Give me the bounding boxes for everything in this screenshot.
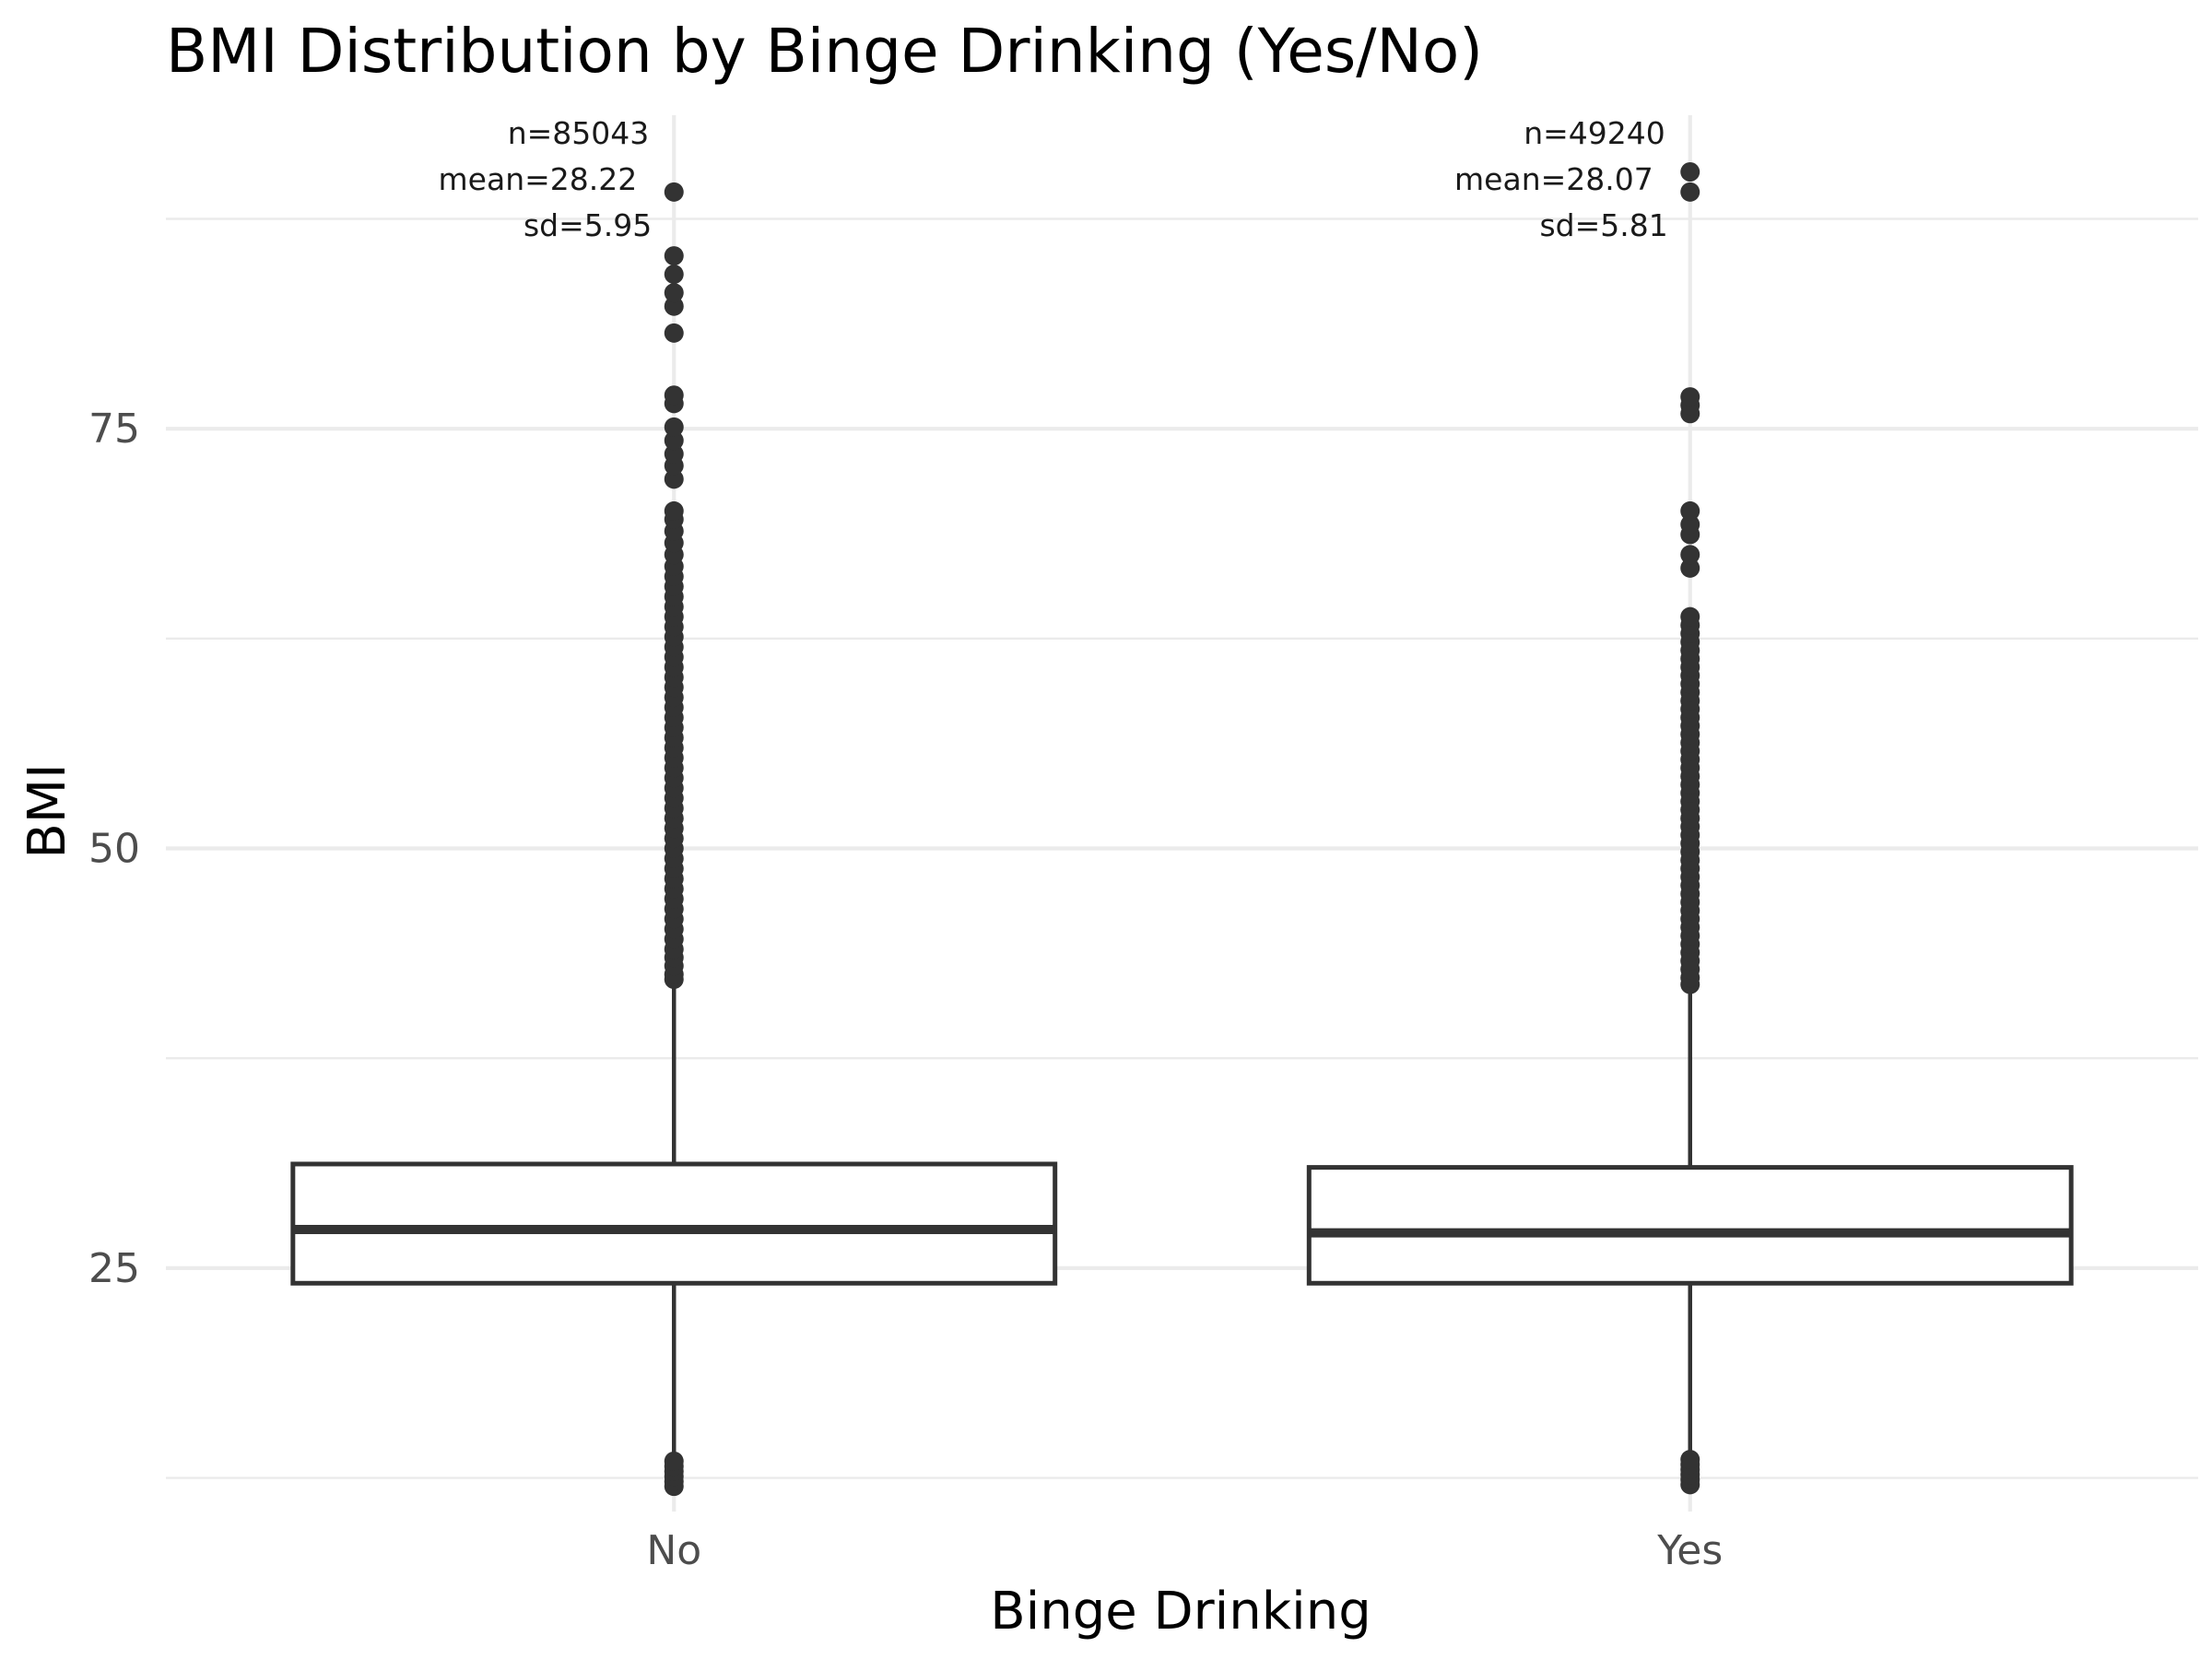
outlier-point — [1680, 182, 1700, 202]
outlier-point — [1680, 162, 1700, 182]
box-iqr — [290, 1161, 1058, 1286]
outlier-point — [664, 265, 684, 285]
y-tick-label: 50 — [88, 826, 140, 873]
outlier-point — [664, 444, 684, 464]
outlier-point — [1680, 1450, 1700, 1470]
outlier-point — [664, 469, 684, 489]
y-tick-label: 25 — [88, 1245, 140, 1292]
outlier-point — [664, 246, 684, 266]
outlier-point — [1680, 514, 1700, 535]
x-axis-title: Binge Drinking — [990, 1582, 1371, 1641]
box-group-yes — [1306, 162, 2074, 1495]
outlier-point — [664, 182, 684, 202]
chart-title: BMI Distribution by Binge Drinking (Yes/… — [166, 16, 1483, 87]
annotation-n: n=49240 — [1524, 115, 1665, 151]
box-layer — [290, 162, 2074, 1497]
annotation-sd: sd=5.95 — [524, 207, 652, 243]
outlier-point — [664, 430, 684, 451]
annotation-mean: mean=28.22 — [439, 161, 638, 197]
outlier-point — [1680, 387, 1700, 407]
outlier-point — [664, 296, 684, 316]
box-iqr — [1306, 1165, 2074, 1286]
outlier-point — [1680, 545, 1700, 565]
outlier-point — [664, 500, 684, 521]
outlier-point — [664, 385, 684, 406]
outlier-point — [664, 283, 684, 303]
annotation-n: n=85043 — [508, 115, 650, 151]
y-tick-label: 75 — [88, 406, 140, 453]
x-tick-label: Yes — [1656, 1527, 1723, 1574]
outlier-point — [1680, 606, 1700, 627]
annotations: n=85043 mean=28.22 sd=5.95 n=49240 mean=28.0… — [439, 115, 1668, 243]
annotation-sd: sd=5.81 — [1539, 207, 1667, 243]
axis-labels: 25 50 75 No Yes — [88, 406, 1723, 1574]
box-group-no — [290, 182, 1058, 1497]
outlier-point — [1680, 558, 1700, 578]
outlier-point — [664, 323, 684, 343]
x-tick-label: No — [646, 1527, 701, 1574]
y-axis-title: BMI — [18, 763, 77, 858]
annotation-mean: mean=28.07 — [1454, 161, 1653, 197]
outlier-point — [1680, 500, 1700, 521]
outlier-point — [664, 1451, 684, 1471]
outlier-point — [664, 417, 684, 437]
